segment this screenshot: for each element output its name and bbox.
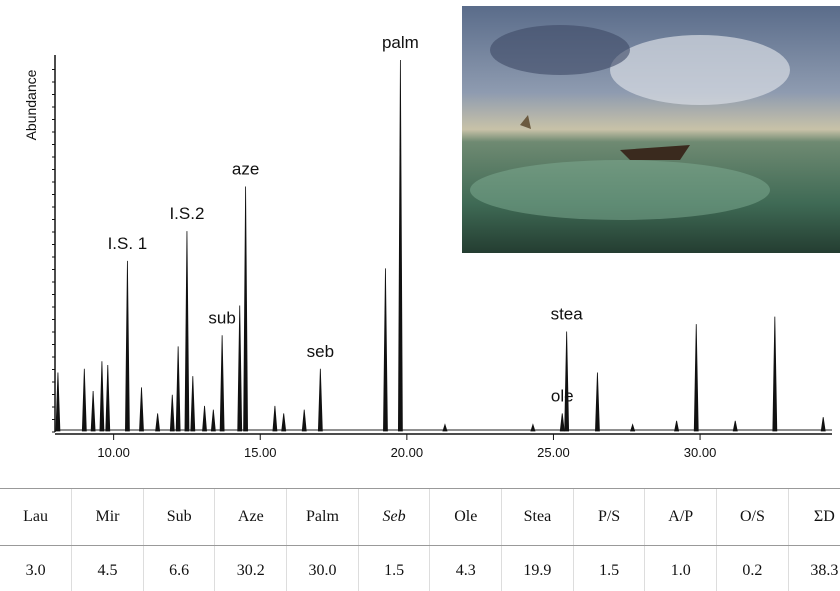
page: 10.00 15.00 20.00 25.00 30.00 I.S. 1 I.S.2 sub a… bbox=[0, 0, 840, 591]
peak bbox=[631, 425, 635, 431]
y-axis-label: Abundance bbox=[23, 69, 39, 140]
peak bbox=[191, 376, 195, 431]
peak bbox=[244, 186, 248, 431]
table-cell: 19.9 bbox=[502, 546, 574, 591]
peak-label: I.S.2 bbox=[169, 204, 204, 223]
table-cell: 1.5 bbox=[358, 546, 430, 591]
chart: 10.00 15.00 20.00 25.00 30.00 I.S. 1 I.S.2 sub a… bbox=[0, 0, 840, 488]
table-header-cell: P/S bbox=[573, 489, 645, 546]
peak-label: palm bbox=[382, 33, 419, 52]
peak bbox=[821, 417, 825, 431]
peak bbox=[125, 261, 129, 431]
peak bbox=[100, 361, 104, 431]
table-header-cell: O/S bbox=[717, 489, 789, 546]
table-header-cell: Seb bbox=[358, 489, 430, 546]
peak bbox=[238, 306, 242, 431]
peak bbox=[733, 421, 737, 431]
peak bbox=[170, 395, 174, 431]
peak-label: ole bbox=[551, 386, 574, 405]
table-cell: 38.3 bbox=[788, 546, 840, 591]
peak-label: sub bbox=[208, 308, 235, 327]
peak bbox=[106, 365, 110, 431]
peak-label: I.S. 1 bbox=[108, 234, 148, 253]
table-cell: 0.2 bbox=[717, 546, 789, 591]
table-header-cell: Palm bbox=[287, 489, 359, 546]
table-cell: 30.2 bbox=[215, 546, 287, 591]
x-tick-label: 10.00 bbox=[97, 445, 130, 460]
peak-label: stea bbox=[551, 305, 584, 324]
peak bbox=[91, 391, 95, 431]
peak bbox=[139, 387, 143, 431]
peak bbox=[273, 406, 277, 431]
peak-label: aze bbox=[232, 159, 259, 178]
table-cell: 3.0 bbox=[0, 546, 72, 591]
peak bbox=[773, 317, 777, 431]
peak bbox=[211, 410, 215, 431]
peak bbox=[595, 372, 599, 431]
peak bbox=[694, 324, 698, 431]
peak bbox=[383, 268, 387, 431]
peak bbox=[220, 335, 224, 431]
peak bbox=[443, 425, 447, 431]
peak bbox=[560, 413, 564, 431]
peak bbox=[156, 413, 160, 431]
peak bbox=[56, 372, 60, 431]
table-header-cell: A/P bbox=[645, 489, 717, 546]
table-cell: 1.0 bbox=[645, 546, 717, 591]
table-header-cell: Lau bbox=[0, 489, 72, 546]
table-cell: 30.0 bbox=[287, 546, 359, 591]
peak bbox=[302, 410, 306, 431]
peak bbox=[185, 231, 189, 431]
peak bbox=[565, 332, 569, 431]
peak bbox=[282, 413, 286, 431]
table-header-cell: Sub bbox=[143, 489, 215, 546]
peak bbox=[203, 406, 207, 431]
peak bbox=[675, 421, 679, 431]
table-header-cell: Stea bbox=[502, 489, 574, 546]
table-header-cell: Ole bbox=[430, 489, 502, 546]
table-header-cell: Aze bbox=[215, 489, 287, 546]
peak-label: seb bbox=[307, 342, 334, 361]
table-cell: 6.6 bbox=[143, 546, 215, 591]
x-tick-label: 20.00 bbox=[391, 445, 424, 460]
peak bbox=[318, 369, 322, 431]
table-cell: 4.3 bbox=[430, 546, 502, 591]
peak bbox=[531, 425, 535, 431]
peak bbox=[82, 369, 86, 431]
peak bbox=[176, 346, 180, 431]
table-header-cell: ΣD bbox=[788, 489, 840, 546]
x-tick-label: 30.00 bbox=[684, 445, 717, 460]
x-tick-label: 15.00 bbox=[244, 445, 277, 460]
painting bbox=[462, 6, 840, 253]
table-header-cell: Mir bbox=[72, 489, 144, 546]
table-cell: 1.5 bbox=[573, 546, 645, 591]
x-tick-label: 25.00 bbox=[537, 445, 570, 460]
peak bbox=[398, 60, 402, 431]
table-cell: 4.5 bbox=[72, 546, 144, 591]
